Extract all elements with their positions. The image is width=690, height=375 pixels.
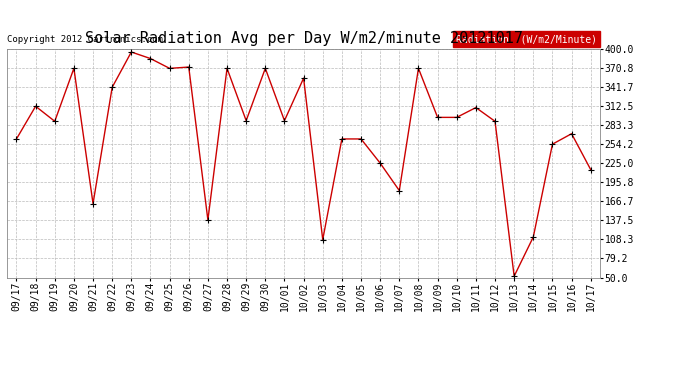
Title: Solar Radiation Avg per Day W/m2/minute 20121017: Solar Radiation Avg per Day W/m2/minute … <box>85 31 522 46</box>
Text: Radiation  (W/m2/Minute): Radiation (W/m2/Minute) <box>456 34 598 44</box>
Text: Copyright 2012 Cartronics.com: Copyright 2012 Cartronics.com <box>7 35 163 44</box>
